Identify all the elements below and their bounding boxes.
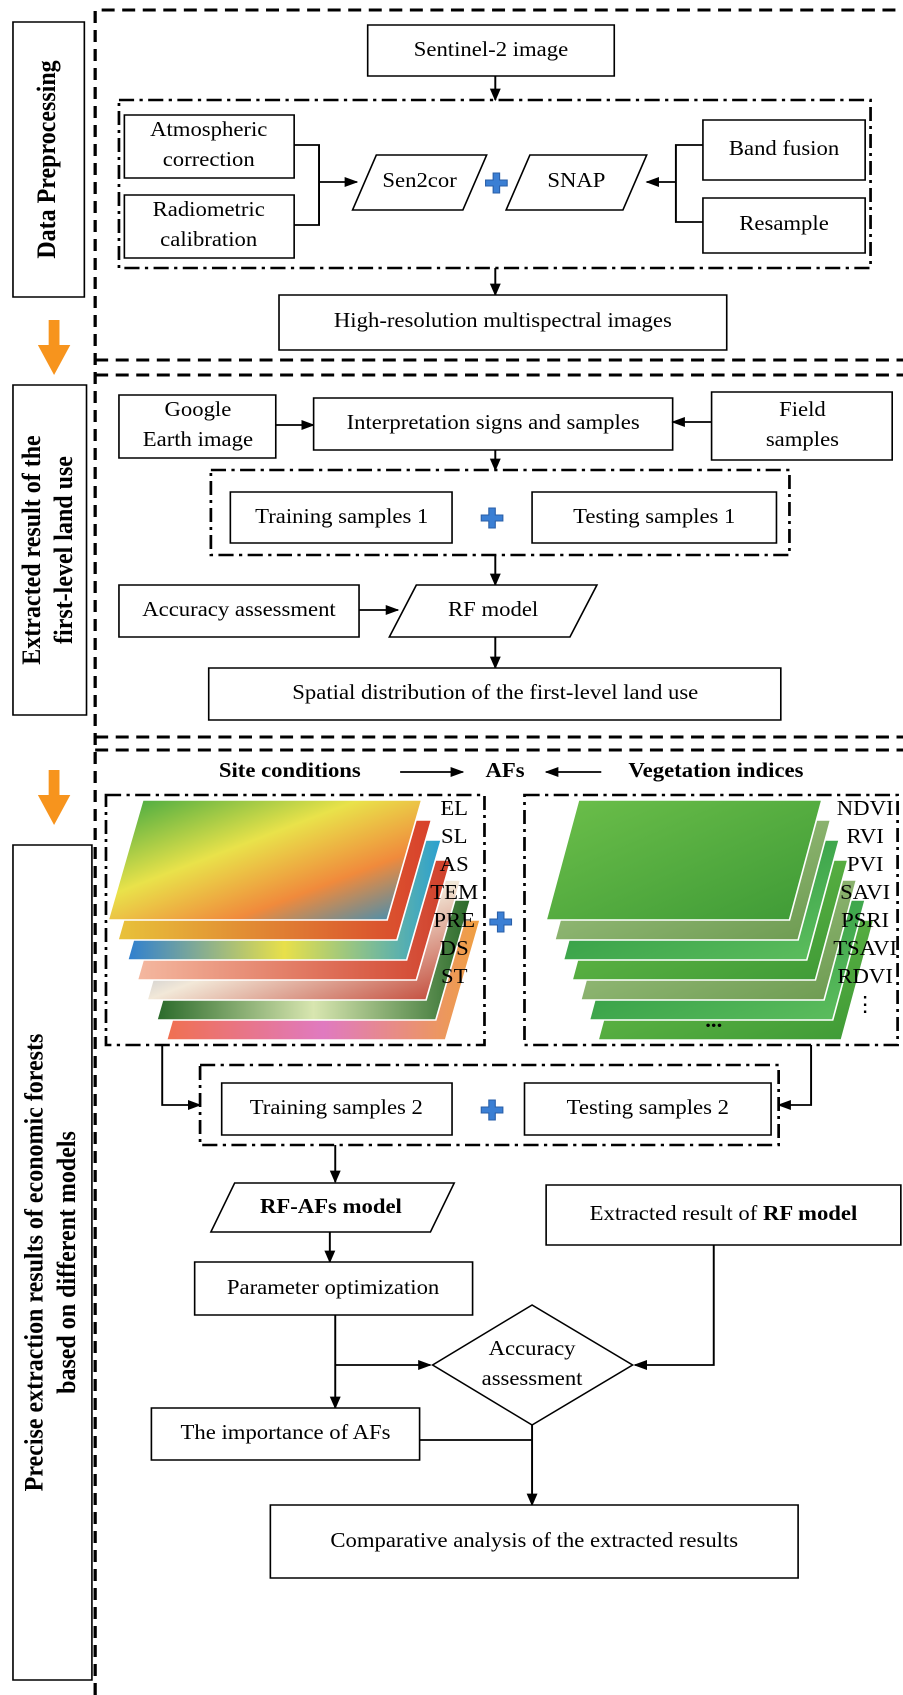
index-label: PSRI: [841, 909, 889, 932]
plus-icon: [481, 1100, 503, 1120]
index-label: TSAVI: [833, 937, 897, 960]
label-line: Field: [779, 398, 826, 421]
node-label: Extracted result of RF model: [590, 1202, 858, 1225]
factor-label: ST: [441, 965, 467, 988]
node-label: AFs: [485, 759, 524, 782]
plus-icon: [490, 912, 512, 932]
section-label: Data Preprocessing: [33, 60, 61, 259]
label-line: first-level land use: [50, 456, 78, 644]
label-line: correction: [163, 148, 255, 171]
label-line: Extracted result of the: [18, 435, 46, 664]
label-line: based on different models: [53, 1131, 81, 1394]
plus-icon: [486, 173, 508, 193]
label-part: Extracted result of: [590, 1202, 763, 1225]
index-label: RVI: [847, 825, 884, 848]
factor-label: PRE: [433, 909, 475, 932]
label-part: RF model: [763, 1202, 857, 1225]
factor-label: DS: [440, 937, 469, 960]
node-label: Training samples 2: [250, 1096, 423, 1119]
index-label: SAVI: [840, 881, 890, 904]
arrow: [162, 1045, 200, 1105]
label-line: Accuracy: [489, 1337, 576, 1360]
node-label: Resample: [739, 212, 829, 235]
image-layer: [108, 800, 422, 920]
node-label: SNAP: [547, 169, 605, 192]
factor-label: AS: [440, 853, 469, 876]
arrow: [635, 1245, 714, 1365]
label-line: samples: [766, 428, 839, 451]
node-label: The importance of AFs: [181, 1421, 391, 1444]
node-label: Testing samples 2: [567, 1096, 729, 1119]
factor-label: SL: [441, 825, 467, 848]
index-label: NDVI: [837, 797, 894, 820]
node-label: Testing samples 1: [573, 505, 735, 528]
node-label: RF-AFs model: [260, 1195, 402, 1218]
flowchart: Data Preprocessing Sentinel-2 image Atmosp…: [0, 0, 903, 1695]
decision-diamond: [433, 1305, 633, 1425]
label-line: Earth image: [143, 428, 253, 451]
arrow: [779, 1045, 811, 1105]
node-label: High-resolution multispectral images: [334, 309, 672, 332]
label-line: Data Preprocessing: [33, 60, 61, 259]
factor-label: TEM: [430, 881, 478, 904]
connector: [676, 145, 703, 222]
index-label: PVI: [847, 853, 884, 876]
image-layer: [546, 800, 822, 920]
node-label: Spatial distribution of the first-level …: [292, 681, 698, 704]
factor-label: EL: [440, 797, 468, 820]
label-line: assessment: [482, 1367, 583, 1390]
node-label: Sen2cor: [382, 169, 457, 192]
node-label: Band fusion: [729, 137, 839, 160]
index-label: ⋮: [854, 993, 877, 1016]
connector: [294, 145, 319, 225]
node-label: Vegetation indices: [628, 759, 803, 782]
label-line: Atmospheric: [150, 118, 268, 141]
more-label: ...: [705, 1009, 722, 1032]
label-line: Google: [164, 398, 231, 421]
node-label: Parameter optimization: [227, 1276, 439, 1299]
label-line: Radiometric: [153, 198, 265, 221]
plus-icon: [481, 508, 503, 528]
node-label: Sentinel-2 image: [414, 38, 568, 61]
node-label: RF model: [448, 598, 538, 621]
index-label: RDVI: [837, 965, 892, 988]
node-label: Comparative analysis of the extracted re…: [330, 1529, 738, 1552]
node-label: Site conditions: [219, 759, 361, 782]
node-label: Training samples 1: [255, 505, 428, 528]
node-label: Accuracy assessment: [142, 598, 335, 621]
node-label: Interpretation signs and samples: [347, 411, 640, 434]
label-line: calibration: [160, 228, 257, 251]
label-line: Precise extraction results of economic f…: [20, 1033, 48, 1491]
